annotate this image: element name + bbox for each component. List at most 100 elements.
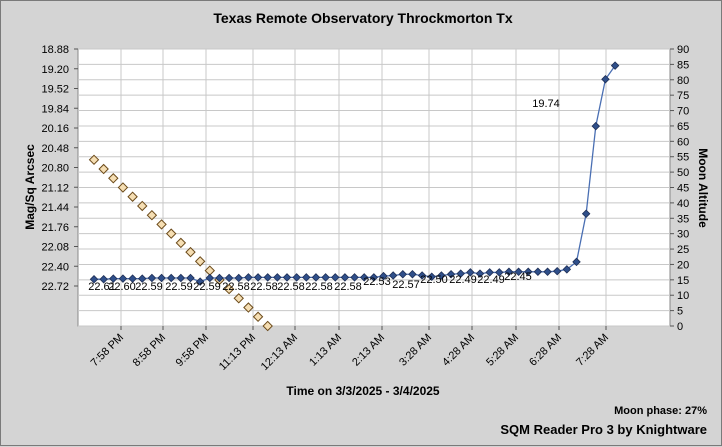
- y2-tick-label: 80: [677, 75, 689, 87]
- moon-altitude-point: [156, 219, 167, 230]
- y-tick-label: 20.16: [41, 123, 69, 135]
- sky-brightness-point: [253, 273, 263, 282]
- moon-altitude-point: [98, 163, 109, 175]
- y2-tick-label: 10: [677, 290, 689, 302]
- x-tick-label: 12:13 AM: [259, 332, 300, 373]
- y-tick-label: 22.72: [41, 281, 69, 293]
- y2-tick-label: 65: [677, 121, 689, 133]
- y2-tick-label: 50: [677, 167, 689, 179]
- sky-brightness-point: [601, 74, 610, 84]
- sky-brightness-point: [292, 273, 301, 282]
- sky-brightness-point: [562, 265, 572, 274]
- y2-tick-label: 85: [677, 59, 689, 71]
- y2-tick-label: 90: [677, 44, 689, 56]
- data-label: 22.58: [277, 281, 305, 293]
- y2-tick-label: 0: [677, 321, 683, 333]
- sky-brightness-point: [176, 273, 186, 283]
- software-credit: SQM Reader Pro 3 by Knightware: [500, 422, 707, 437]
- moon-altitude-point: [262, 320, 273, 332]
- sky-brightness-point: [157, 273, 166, 283]
- sky-brightness-point: [331, 273, 340, 282]
- moon-altitude-point: [194, 256, 206, 267]
- y2-tick-label: 75: [677, 90, 689, 102]
- sky-brightness-point: [543, 267, 552, 277]
- sky-brightness-point: [379, 271, 388, 281]
- data-label: 22.57: [392, 279, 420, 291]
- data-label: 22.53: [363, 276, 391, 288]
- sky-brightness-point: [398, 270, 408, 279]
- sky-brightness-point: [581, 209, 591, 219]
- data-label: 22.49: [449, 274, 477, 286]
- sky-brightness-point: [417, 271, 427, 280]
- sky-brightness-point: [475, 269, 485, 278]
- y2-tick-label: 45: [677, 183, 689, 195]
- sky-brightness-point: [89, 274, 99, 284]
- moon-altitude-point: [127, 191, 138, 202]
- moon-altitude-point: [165, 228, 177, 239]
- data-label: 22.59: [193, 281, 221, 293]
- x-tick-label: 7:58 PM: [89, 332, 126, 369]
- sky-brightness-point: [504, 267, 514, 277]
- data-label: 22.59: [135, 281, 163, 293]
- sky-brightness-point: [128, 274, 137, 283]
- sky-brightness-point: [282, 273, 292, 282]
- sky-brightness-point: [552, 266, 562, 276]
- sky-brightness-point: [244, 273, 253, 282]
- x-tick-label: 6:28 AM: [527, 332, 564, 369]
- sky-brightness-point: [263, 273, 272, 282]
- y-tick-label: 18.88: [41, 44, 69, 56]
- sky-brightness-point: [215, 273, 224, 283]
- y-tick-label: 20.48: [41, 143, 69, 155]
- sky-brightness-point: [311, 273, 321, 282]
- moon-altitude-point: [243, 302, 254, 313]
- sky-brightness-point: [456, 269, 465, 278]
- data-label: 22.45: [504, 271, 532, 283]
- sky-brightness-point: [485, 268, 494, 277]
- sky-brightness-point: [427, 272, 436, 281]
- moon-altitude-point: [175, 237, 187, 249]
- y-tick-label: 21.76: [41, 222, 69, 234]
- y2-tick-label: 30: [677, 229, 689, 241]
- y-tick-label: 22.08: [41, 242, 69, 254]
- y2-tick-label: 55: [677, 152, 689, 164]
- y2-axis-label: Moon Altitude: [696, 148, 710, 228]
- y2-tick-label: 40: [677, 198, 689, 210]
- moon-altitude-point: [185, 246, 196, 258]
- x-tick-label: 4:28 AM: [440, 332, 477, 369]
- data-label: 22.50: [420, 274, 448, 286]
- x-tick-label: 8:58 PM: [131, 332, 168, 369]
- y-tick-label: 22.40: [41, 261, 69, 273]
- sky-brightness-point: [610, 61, 620, 70]
- x-tick-label: 7:28 AM: [574, 332, 611, 369]
- data-label: 22.58: [305, 281, 333, 293]
- y-tick-label: 21.44: [41, 202, 69, 214]
- sky-brightness-point: [138, 274, 147, 283]
- data-label: 19.74: [532, 98, 560, 110]
- y-axis-label: Mag/Sq Arcsec: [23, 144, 37, 230]
- x-tick-label: 5:28 AM: [484, 332, 521, 369]
- x-tick-label: 9:58 PM: [174, 332, 211, 369]
- sky-brightness-point: [234, 273, 243, 283]
- data-label: 22.58: [334, 281, 362, 293]
- y2-tick-label: 35: [677, 213, 689, 225]
- y-tick-label: 20.80: [41, 163, 69, 175]
- moon-altitude-point: [146, 209, 158, 221]
- moon-altitude-point: [252, 311, 264, 322]
- y2-tick-label: 25: [677, 244, 689, 256]
- y-tick-label: 21.12: [41, 182, 69, 194]
- data-label: 22.59: [165, 281, 193, 293]
- moon-altitude-point: [137, 200, 148, 212]
- sky-brightness-point: [369, 273, 379, 282]
- data-label: 22.61: [88, 281, 116, 293]
- y2-tick-label: 20: [677, 259, 689, 271]
- x-tick-label: 3:28 AM: [397, 332, 434, 369]
- y2-tick-label: 60: [677, 136, 689, 148]
- moon-altitude-point: [108, 173, 119, 184]
- moon-altitude-point: [233, 293, 244, 304]
- sky-brightness-point: [524, 267, 533, 277]
- sky-brightness-point: [224, 273, 234, 283]
- sky-brightness-point: [321, 273, 330, 282]
- sky-brightness-point: [446, 270, 456, 279]
